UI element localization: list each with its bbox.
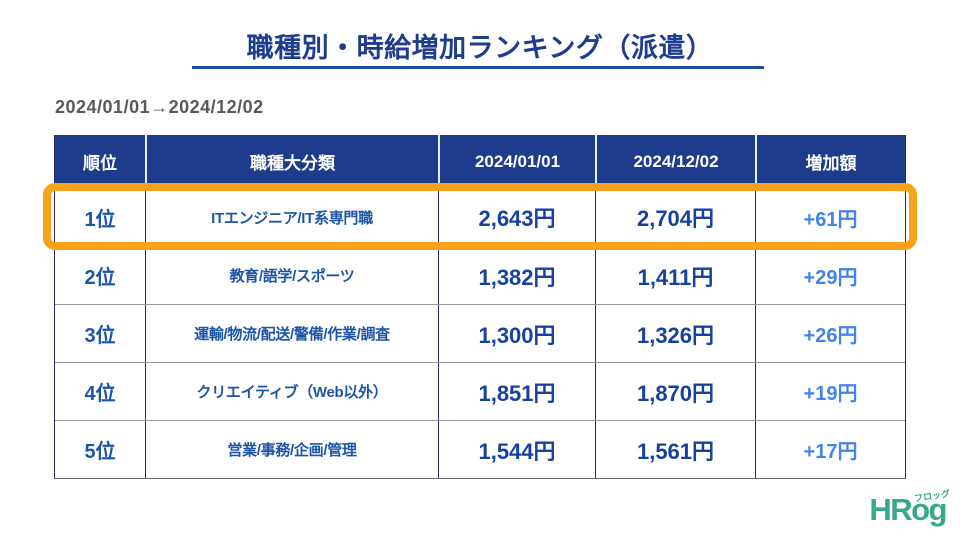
hrog-logo-text: HRog	[869, 492, 947, 527]
ranking-table: 順位 職種大分類 2024/01/01 2024/12/02 増加額 1位 IT…	[54, 135, 906, 479]
start-wage-cell: 2,643円	[438, 188, 595, 246]
category-cell: クリエイティブ（Web以外）	[145, 363, 438, 420]
title-block: 職種別・時給増加ランキング（派遣）	[0, 26, 960, 65]
hrog-logo: フロッグ HRog	[869, 489, 950, 528]
table-row-3: 3位 運輸/物流/配送/警備/作業/調査 1,300円 1,326円 +26円	[55, 304, 905, 362]
category-cell: 運輸/物流/配送/警備/作業/調査	[145, 305, 438, 362]
increase-cell: +19円	[755, 363, 905, 420]
header-category: 職種大分類	[145, 135, 438, 188]
table-row-1: 1位 ITエンジニア/IT系専門職 2,643円 2,704円 +61円	[55, 188, 905, 246]
rank-cell: 5位	[84, 441, 116, 463]
rank-cell: 3位	[84, 325, 116, 347]
header-date-start: 2024/01/01	[438, 135, 595, 188]
category-cell: 教育/語学/スポーツ	[145, 247, 438, 304]
rank-cell: 2位	[84, 267, 116, 289]
header-date-end: 2024/12/02	[595, 135, 755, 188]
increase-cell: +61円	[755, 188, 905, 246]
start-wage-cell: 1,300円	[438, 305, 595, 362]
end-wage-cell: 1,870円	[595, 363, 755, 420]
start-wage-cell: 1,382円	[438, 247, 595, 304]
rank-cell: 4位	[84, 383, 116, 405]
table-header-row: 順位 職種大分類 2024/01/01 2024/12/02 増加額	[55, 135, 905, 188]
date-range: 2024/01/01→2024/12/02	[55, 97, 264, 117]
table-row-5: 5位 営業/事務/企画/管理 1,544円 1,561円 +17円	[55, 420, 905, 478]
table-row-2: 2位 教育/語学/スポーツ 1,382円 1,411円 +29円	[55, 246, 905, 304]
table-row-4: 4位 クリエイティブ（Web以外） 1,851円 1,870円 +19円	[55, 362, 905, 420]
increase-cell: +17円	[755, 421, 905, 478]
end-wage-cell: 1,326円	[595, 305, 755, 362]
end-wage-cell: 2,704円	[595, 188, 755, 246]
increase-cell: +29円	[755, 247, 905, 304]
page-title: 職種別・時給増加ランキング（派遣）	[246, 33, 714, 63]
title-underline	[192, 66, 764, 69]
end-wage-cell: 1,411円	[595, 247, 755, 304]
category-cell: 営業/事務/企画/管理	[145, 421, 438, 478]
category-cell: ITエンジニア/IT系専門職	[145, 188, 438, 246]
increase-cell: +26円	[755, 305, 905, 362]
header-increase: 増加額	[755, 135, 905, 188]
end-wage-cell: 1,561円	[595, 421, 755, 478]
start-wage-cell: 1,544円	[438, 421, 595, 478]
start-wage-cell: 1,851円	[438, 363, 595, 420]
header-rank: 順位	[83, 154, 117, 173]
rank-cell: 1位	[84, 208, 116, 231]
